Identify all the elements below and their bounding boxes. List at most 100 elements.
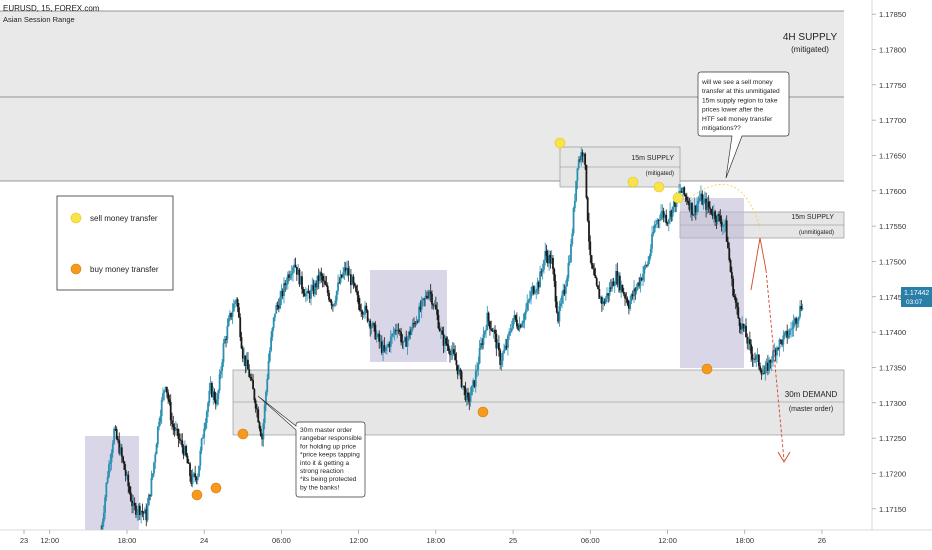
candle-body — [387, 343, 390, 347]
x-tick-label: 24 — [200, 536, 208, 545]
candle-body — [158, 421, 161, 427]
candle-body — [312, 285, 315, 294]
candle-body — [416, 321, 419, 322]
candle-body — [229, 313, 231, 320]
candle-body — [550, 257, 553, 264]
candle-body — [362, 314, 365, 316]
candle-body — [443, 337, 446, 346]
candle-body — [422, 298, 424, 301]
candle-body — [266, 379, 269, 392]
candle-body — [411, 323, 414, 330]
callout-line: will we see a sell money — [701, 79, 773, 86]
callout-line: *price keeps tapping — [300, 452, 360, 459]
candle-body — [392, 333, 395, 335]
candle-body — [685, 196, 688, 201]
candle-body — [521, 323, 523, 328]
supply-4h-sub: (mitigated) — [791, 45, 829, 54]
candle-body — [213, 391, 216, 400]
candle-body — [761, 373, 764, 375]
candle-body — [359, 304, 361, 311]
candle-body — [624, 294, 626, 299]
candle-body — [488, 321, 491, 329]
candle-body — [388, 343, 391, 347]
candle-body — [111, 443, 114, 453]
candle-body — [477, 363, 480, 370]
candle-body — [602, 301, 605, 304]
candle-body — [406, 338, 409, 347]
price-axis[interactable] — [872, 0, 932, 530]
candle-body — [274, 313, 276, 318]
callout-line: HTF sell money transfer — [702, 116, 773, 123]
candle-body — [620, 284, 623, 291]
candles-layer — [100, 147, 804, 535]
candle-body — [769, 359, 772, 363]
candle-body — [349, 274, 352, 285]
candle-body — [163, 390, 166, 393]
projection-arrow-up — [750, 237, 767, 291]
candle-body — [101, 521, 104, 531]
candle-body — [693, 205, 696, 216]
candle-body — [476, 369, 478, 372]
candle-body — [459, 369, 462, 372]
x-axis-ticks: 23 12:00 18:00 24 06:00 12:00 18:00 25 06:00 12:0… — [20, 530, 826, 545]
candle-body — [763, 373, 765, 375]
candle-body — [306, 291, 309, 294]
candle-body — [252, 380, 254, 390]
candle-body — [456, 365, 459, 375]
candle-body — [298, 269, 301, 285]
candle-body — [500, 360, 503, 365]
candle-body — [575, 180, 578, 201]
candle-body — [258, 422, 261, 429]
candle-body — [222, 343, 225, 363]
candle-body — [280, 290, 283, 298]
candle-body — [470, 385, 473, 396]
candle-body — [299, 276, 302, 285]
candle-body — [790, 329, 792, 331]
candle-body — [585, 165, 588, 198]
candle-body — [159, 416, 162, 422]
candle-body — [544, 250, 547, 261]
candle-body — [530, 291, 532, 299]
candle-body — [545, 250, 548, 257]
candle-body — [540, 271, 543, 273]
candle-body — [701, 193, 704, 205]
candle-body — [782, 335, 785, 345]
candle-body — [759, 366, 762, 371]
x-tick-label: 18:00 — [426, 536, 445, 545]
candle-body — [366, 310, 369, 322]
y-tick-label: 1.17500 — [879, 257, 906, 266]
candle-body — [225, 339, 227, 341]
candle-body — [144, 509, 146, 514]
candle-body — [473, 380, 476, 387]
candle-body — [454, 353, 457, 361]
candle-body — [700, 193, 702, 198]
candle-body — [432, 304, 435, 306]
candle-body — [271, 327, 274, 338]
time-axis[interactable] — [0, 530, 932, 550]
candle-body — [617, 275, 620, 285]
callout-line: 15m supply region to take — [702, 97, 778, 104]
candle-body — [490, 328, 493, 330]
candle-body — [160, 399, 163, 417]
candle-body — [275, 305, 278, 314]
candle-body — [461, 385, 464, 388]
candle-body — [165, 386, 168, 393]
candle-body — [734, 297, 737, 303]
candle-body — [636, 282, 639, 288]
candle-body — [147, 494, 150, 506]
candle-body — [724, 220, 727, 225]
callout-line: mitigations?? — [702, 125, 741, 132]
candle-body — [198, 465, 200, 477]
candle-body — [648, 255, 651, 262]
candle-body — [604, 298, 607, 304]
candle-body — [331, 305, 334, 307]
candle-body — [169, 401, 172, 421]
candle-body — [507, 335, 509, 348]
x-tick-label: 26 — [818, 536, 826, 545]
candle-body — [688, 203, 691, 210]
y-tick-label: 1.17150 — [879, 505, 906, 514]
candle-body — [418, 306, 421, 322]
legend-sell-label: sell money transfer — [90, 214, 158, 223]
candle-body — [401, 341, 404, 343]
